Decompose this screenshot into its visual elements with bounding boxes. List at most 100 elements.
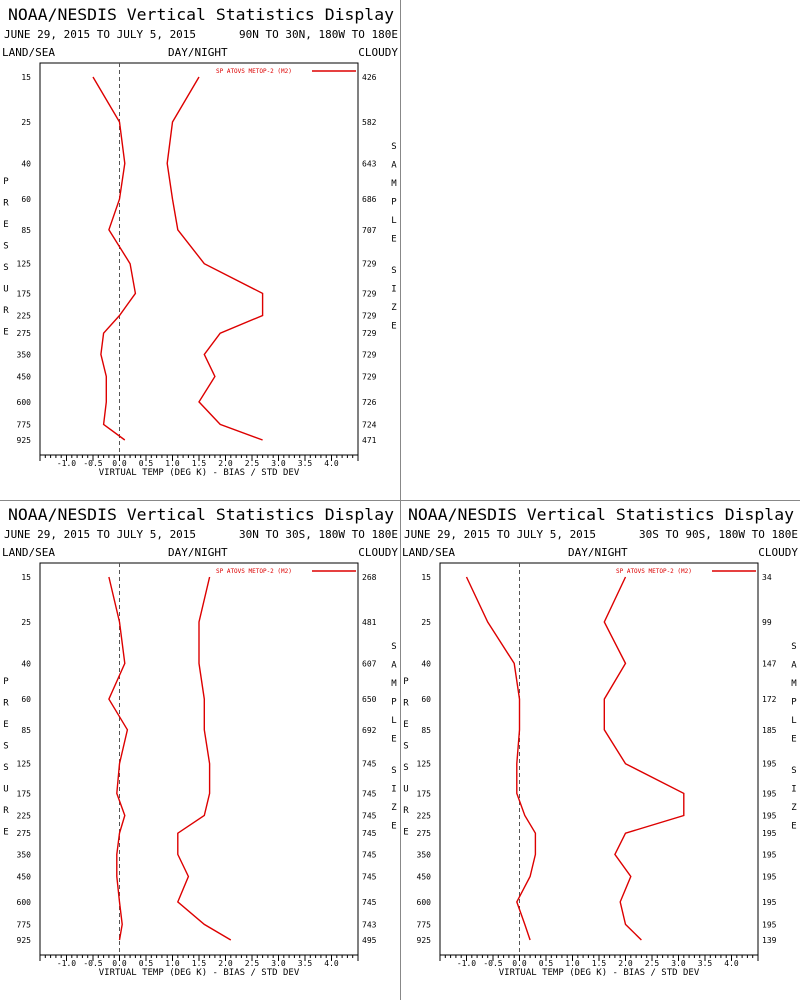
sample-size-label: 99 [762, 618, 772, 627]
pressure-label: 125 [17, 260, 32, 269]
pressure-label: 175 [417, 789, 432, 798]
x-tick-label: 3.0 [271, 459, 286, 468]
size-axis-letter: I [391, 285, 396, 295]
pressure-axis-letter: U [403, 785, 408, 795]
size-axis-letter: I [791, 785, 796, 795]
legend-label: SP ATOVS METOP-2 (M2) [616, 568, 692, 575]
sample-axis-letter: A [391, 661, 397, 671]
sample-axis-letter: P [791, 698, 797, 708]
x-tick-label: 0.0 [512, 959, 527, 968]
cloudy-label: CLOUDY [358, 46, 398, 59]
pressure-label: 275 [417, 829, 432, 838]
pressure-axis-letter: S [403, 763, 408, 773]
size-axis-letter: I [391, 785, 396, 795]
sample-size-label: 745 [362, 829, 377, 838]
pressure-label: 225 [17, 311, 32, 320]
x-tick-label: 3.0 [671, 959, 686, 968]
pressure-axis-letter: S [3, 742, 8, 752]
pressure-label: 25 [21, 118, 31, 127]
x-tick-label: 2.0 [218, 459, 233, 468]
x-tick-label: 3.5 [298, 959, 313, 968]
pressure-label: 600 [17, 398, 32, 407]
stddev-series-line [166, 76, 264, 441]
pressure-label: 85 [21, 726, 31, 735]
sample-size-label: 147 [762, 659, 777, 668]
pressure-label: 350 [417, 850, 432, 859]
chart-svg-1: NOAA/NESDIS Vertical Statistics Display J… [2, 505, 398, 978]
day-night-label: DAY/NIGHT [168, 46, 228, 59]
x-tick-label: 0.5 [139, 459, 154, 468]
x-tick-label: 4.0 [324, 459, 339, 468]
sample-size-label: 729 [362, 289, 377, 298]
pressure-label: 125 [417, 760, 432, 769]
size-axis-letter: E [391, 322, 396, 332]
pressure-axis-letter: S [3, 763, 8, 773]
x-axis-label: VIRTUAL TEMP (DEG K) - BIAS / STD DEV [99, 468, 300, 478]
sample-size-label: 729 [362, 373, 377, 382]
size-axis-letter: S [391, 766, 396, 776]
pressure-label: 275 [17, 829, 32, 838]
sample-size-label: 185 [762, 726, 777, 735]
legend-label: SP ATOVS METOP-2 (M2) [216, 568, 292, 575]
sample-axis-letter: S [391, 642, 396, 652]
pressure-axis-letter: R [3, 806, 9, 816]
panel-divider-vertical-bottom [400, 500, 401, 1000]
x-tick-label: -1.0 [57, 959, 76, 968]
bias-series-line [108, 576, 129, 941]
pressure-axis-letter: S [3, 263, 8, 273]
date-range: JUNE 29, 2015 TO JULY 5, 2015 [4, 28, 196, 41]
x-tick-label: 3.0 [271, 959, 286, 968]
date-range: JUNE 29, 2015 TO JULY 5, 2015 [404, 528, 596, 541]
x-tick-label: -1.0 [457, 959, 476, 968]
sample-size-label: 481 [362, 618, 377, 627]
x-tick-label: 1.0 [165, 459, 180, 468]
x-tick-label: 1.5 [192, 459, 207, 468]
sample-size-label: 729 [362, 260, 377, 269]
cloudy-label: CLOUDY [758, 546, 798, 559]
pressure-label: 925 [17, 436, 32, 445]
pressure-label: 450 [17, 873, 32, 882]
land-sea-label: LAND/SEA [2, 46, 55, 59]
pressure-label: 450 [417, 873, 432, 882]
x-tick-label: 0.0 [112, 459, 127, 468]
pressure-label: 225 [417, 811, 432, 820]
page-title: NOAA/NESDIS Vertical Statistics Display [8, 5, 394, 24]
x-tick-label: 2.5 [245, 459, 260, 468]
x-tick-label: 0.5 [139, 959, 154, 968]
sample-size-label: 471 [362, 436, 377, 445]
sample-size-label: 495 [362, 936, 377, 945]
sample-size-label: 426 [362, 73, 377, 82]
size-axis-letter: Z [791, 803, 797, 813]
pressure-label: 85 [21, 226, 31, 235]
pressure-label: 125 [17, 760, 32, 769]
land-sea-label: LAND/SEA [2, 546, 55, 559]
sample-axis-letter: M [791, 679, 797, 689]
pressure-label: 60 [21, 695, 31, 704]
sample-size-label: 195 [762, 811, 777, 820]
pressure-label: 175 [17, 789, 32, 798]
size-axis-letter: S [791, 766, 796, 776]
panel-divider-vertical-top [400, 0, 401, 500]
x-tick-label: 1.5 [192, 959, 207, 968]
sample-size-label: 172 [762, 695, 777, 704]
pressure-label: 85 [421, 726, 431, 735]
stddev-series-line [176, 576, 232, 941]
x-axis-label: VIRTUAL TEMP (DEG K) - BIAS / STD DEV [499, 968, 700, 978]
x-tick-label: 1.0 [165, 959, 180, 968]
x-tick-label: -0.5 [83, 459, 102, 468]
pressure-label: 40 [21, 659, 31, 668]
sample-axis-letter: A [791, 661, 797, 671]
x-tick-label: 1.0 [565, 959, 580, 968]
pressure-label: 60 [421, 695, 431, 704]
sample-size-label: 726 [362, 398, 377, 407]
chart-svg-2: NOAA/NESDIS Vertical Statistics Display J… [402, 505, 798, 978]
stddev-series-line [603, 576, 685, 941]
pressure-axis-letter: R [403, 699, 409, 709]
pressure-axis-letter: E [3, 328, 8, 338]
sample-size-label: 692 [362, 726, 377, 735]
size-axis-letter: E [391, 822, 396, 832]
stats-panel-north: NOAA/NESDIS Vertical Statistics Display J… [0, 0, 400, 500]
sample-size-label: 724 [362, 420, 377, 429]
pressure-label: 40 [421, 659, 431, 668]
sample-size-label: 643 [362, 159, 377, 168]
